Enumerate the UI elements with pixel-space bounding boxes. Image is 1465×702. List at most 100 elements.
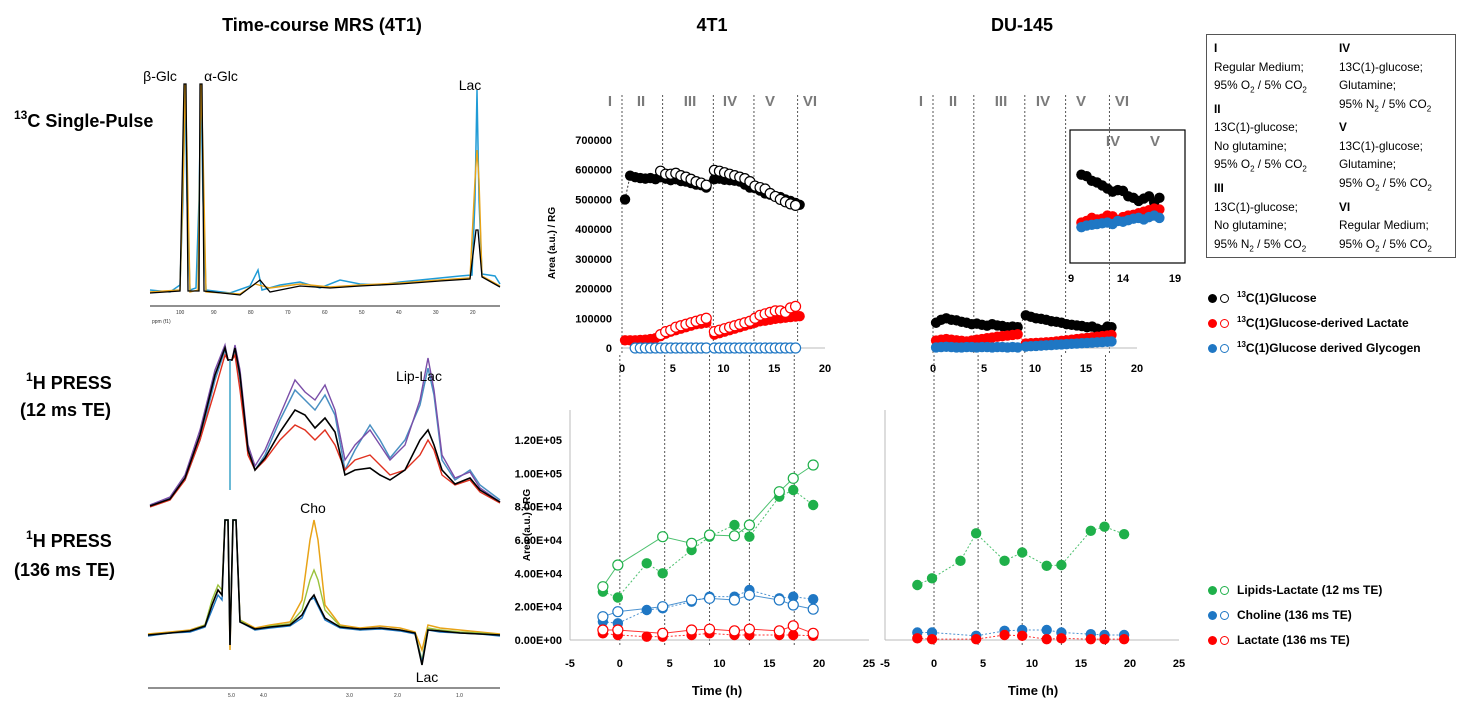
peak-cho: Cho xyxy=(300,500,326,516)
phase-label: VI xyxy=(803,93,817,110)
data-point xyxy=(970,633,982,645)
phase-label: VI xyxy=(1115,93,1129,110)
condition-line: I xyxy=(1214,41,1218,55)
legend-item: Choline (136 ms TE) xyxy=(1208,608,1352,622)
data-point xyxy=(743,623,756,635)
data-point xyxy=(641,558,652,569)
y-tick-label: 0.00E+00 xyxy=(515,635,562,647)
y-tick-label: 500000 xyxy=(575,194,612,206)
x-tick-label: -5 xyxy=(565,658,575,670)
x-tick-label: 25 xyxy=(1173,658,1185,670)
series-3 xyxy=(597,589,819,623)
plot-4t1-bottom: -5 0 5 10 15 20 25 0.00E+00 2.00E+04 4.00E+04 6.00… xyxy=(515,355,875,670)
y-tick-label: 700000 xyxy=(575,135,612,147)
row1-label: 13C Single-Pulse xyxy=(14,108,153,131)
x-tick-label: 14 xyxy=(1117,273,1130,285)
data-point xyxy=(657,531,669,543)
condition-line: Regular Medium; xyxy=(1339,218,1429,233)
series-line xyxy=(602,594,814,618)
condition-line: No glutamine; xyxy=(1214,218,1287,233)
y-tick-label: 1.20E+05 xyxy=(515,435,562,447)
c13-tick: 80 xyxy=(248,310,254,316)
data-point xyxy=(955,555,966,567)
data-point xyxy=(773,594,785,606)
row2-label-te: (12 ms TE) xyxy=(20,400,111,420)
data-point xyxy=(807,627,819,639)
data-point xyxy=(1099,521,1110,532)
series-0 xyxy=(597,484,819,603)
c13-tick: 20 xyxy=(470,310,476,316)
data-point xyxy=(773,486,785,498)
x-tick-label: 15 xyxy=(1080,363,1092,375)
data-point xyxy=(1041,624,1052,636)
condition-line: 95% O2 / 5% CO2 xyxy=(1339,236,1432,254)
series-3 xyxy=(654,300,802,341)
condition-line: IV xyxy=(1339,41,1351,55)
condition-line: 13C(1)-glucose; xyxy=(1214,120,1298,135)
series-1 xyxy=(654,164,802,211)
legend-marker-filled xyxy=(1208,586,1217,596)
data-point xyxy=(1154,192,1165,204)
peak-lac-1h: Lac xyxy=(416,669,439,685)
data-point xyxy=(787,599,799,611)
x-tick-label: 0 xyxy=(931,658,937,670)
phase-label: I xyxy=(919,93,923,110)
data-point xyxy=(1056,559,1067,571)
legend-marker-filled xyxy=(1208,636,1217,646)
data-point xyxy=(743,519,756,531)
data-point xyxy=(1012,322,1023,333)
c13-tick: 70 xyxy=(285,310,291,316)
x-tick-label: 20 xyxy=(1124,658,1136,670)
data-point xyxy=(1017,630,1028,642)
y-tick-label: 600000 xyxy=(575,165,612,177)
h1-tick: 5.0 xyxy=(228,693,235,699)
h1-tick: 1.0 xyxy=(456,693,463,699)
phase-label: III xyxy=(684,93,697,110)
condition-line: VI xyxy=(1339,199,1351,214)
condition-line: Glutamine; xyxy=(1339,157,1397,172)
data-point xyxy=(700,312,712,324)
legend-marker-open xyxy=(1220,344,1229,354)
x-tick-label: 0 xyxy=(930,363,936,375)
ylabel-4t1-top: Area (a.u.) / RG xyxy=(547,207,558,279)
x-tick-label: 15 xyxy=(763,658,775,670)
data-point xyxy=(787,620,799,632)
h1-136ms-spectrum xyxy=(147,519,501,689)
legend-marker-open xyxy=(1220,611,1229,621)
condition-line: 13C(1)-glucose; xyxy=(1339,59,1423,74)
data-point xyxy=(1012,329,1023,340)
h1-12ms-spectrum xyxy=(149,342,501,508)
y-tick-label: 6.00E+04 xyxy=(515,535,563,547)
data-point xyxy=(1154,212,1165,224)
inset-phase-label: V xyxy=(1150,133,1160,150)
c13-tick: 30 xyxy=(433,310,439,316)
data-point xyxy=(1012,342,1023,353)
x-tick-label: 15 xyxy=(1075,658,1087,670)
data-point xyxy=(703,529,716,541)
data-point xyxy=(703,592,716,604)
phase-label: IV xyxy=(1036,93,1050,110)
h1-axis-ticks: 5.0 4.0 3.0 2.0 1.0 xyxy=(228,693,463,699)
data-point xyxy=(728,625,741,637)
y-tick-label: 200000 xyxy=(575,284,612,296)
c13-spectrum xyxy=(149,83,501,307)
series-line xyxy=(602,489,814,599)
h1-tick: 4.0 xyxy=(260,693,267,699)
xlabel-du145: Time (h) xyxy=(1008,683,1058,698)
series-line xyxy=(602,625,814,634)
data-point xyxy=(657,627,669,639)
x-tick-label: 10 xyxy=(1026,658,1038,670)
data-point xyxy=(743,589,756,601)
legend-item: 13C(1)Glucose xyxy=(1208,290,1317,305)
data-point xyxy=(912,633,923,644)
data-point xyxy=(1085,525,1097,537)
x-tick-label: 10 xyxy=(713,658,725,670)
data-point xyxy=(787,472,799,484)
y-tick-label: 300000 xyxy=(575,254,612,266)
data-point xyxy=(641,631,652,642)
data-point xyxy=(612,592,624,603)
legend-label: Lactate (136 ms TE) xyxy=(1237,633,1350,647)
series-0 xyxy=(912,521,1130,591)
peak-lip-lac: Lip-Lac xyxy=(396,368,442,384)
